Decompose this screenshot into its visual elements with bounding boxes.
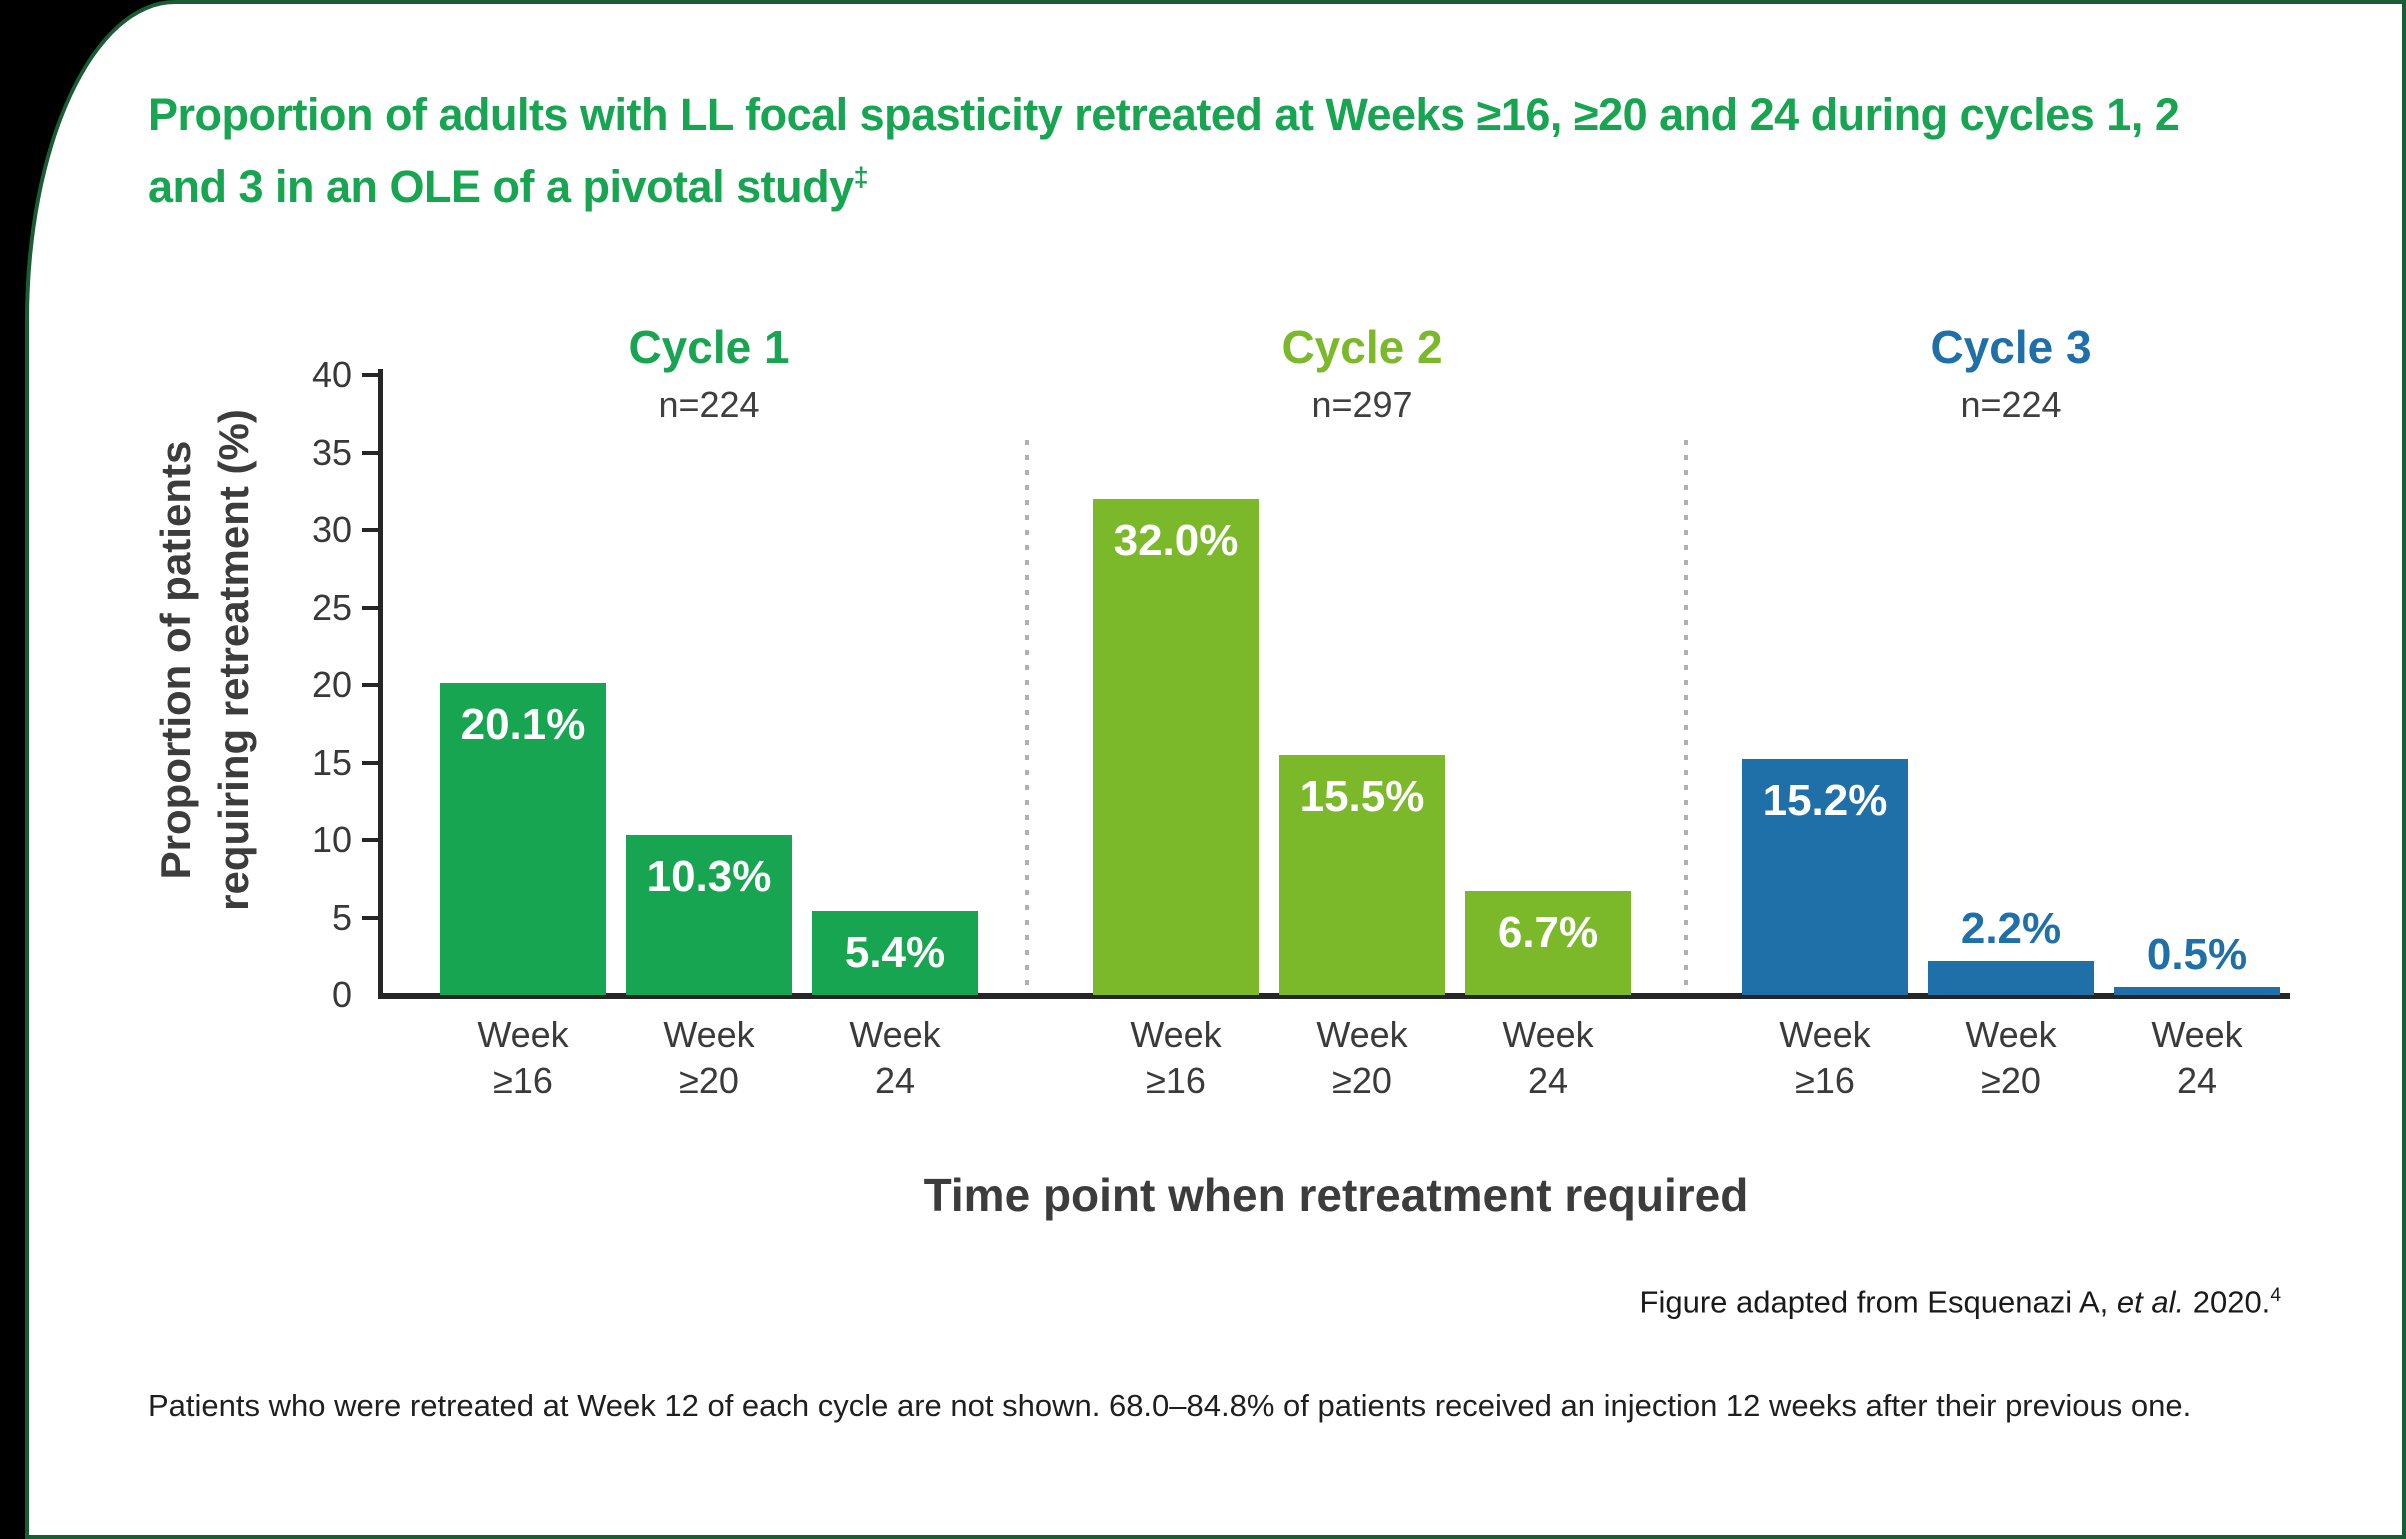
cycle-separator-2 — [1684, 440, 1688, 995]
cycle-n-2: n=297 — [1311, 384, 1413, 425]
y-tick — [362, 838, 378, 842]
figure-credit: Figure adapted from Esquenazi A, et al. … — [1640, 1276, 2281, 1322]
cycle-separator-1 — [1025, 440, 1029, 995]
bar-value-label: 6.7% — [1497, 908, 1599, 957]
x-category-label: Week ≥16 — [1130, 1014, 1222, 1101]
cycle-header-2: Cycle 2 — [1281, 321, 1443, 373]
x-category-label: Week ≥16 — [477, 1014, 569, 1101]
bar-cycle3-Week≥16 — [1742, 759, 1908, 995]
bar-cycle3-Week≥20 — [1928, 961, 2094, 995]
bar-cycle3-Week24 — [2114, 987, 2280, 995]
cycle-n-3: n=224 — [1960, 384, 2062, 425]
credit-italic: et al. — [2116, 1284, 2185, 1320]
bar-value-label: 15.2% — [1762, 776, 1888, 825]
bar-cycle2-Week≥16 — [1093, 499, 1259, 995]
y-tick — [362, 373, 378, 377]
y-tick-label: 5 — [331, 896, 352, 938]
x-category-label: Week 24 — [849, 1014, 941, 1101]
footnote: Patients who were retreated at Week 12 o… — [148, 1388, 2192, 1423]
title-superscript: ‡ — [853, 162, 869, 192]
y-axis-line — [378, 369, 383, 999]
bar-value-label: 15.5% — [1299, 772, 1425, 821]
bar-value-label: 10.3% — [646, 852, 772, 901]
bar-value-label: 0.5% — [2146, 930, 2248, 979]
y-tick-label: 25 — [311, 586, 352, 628]
bar-value-label: 32.0% — [1113, 516, 1239, 565]
bar-cycle1-Week≥16 — [440, 683, 606, 995]
y-tick-label: 0 — [331, 974, 352, 1015]
y-tick — [362, 915, 378, 920]
credit-superscript: 4 — [2270, 1285, 2281, 1306]
cycle-header-3: Cycle 3 — [1930, 321, 2092, 373]
x-category-label: Week 24 — [1502, 1014, 1594, 1101]
bar-value-label: 5.4% — [844, 928, 946, 977]
y-tick — [362, 683, 378, 687]
figure-title-line2-text: and 3 in an OLE of a pivotal study — [148, 161, 854, 212]
x-category-label: Week 24 — [2151, 1014, 2243, 1101]
bar-value-label: 20.1% — [460, 700, 586, 749]
y-tick-label: 20 — [311, 664, 352, 705]
y-tick-label: 30 — [311, 509, 352, 550]
y-tick — [362, 605, 378, 610]
bar-value-label: 2.2% — [1960, 904, 2062, 953]
x-axis-title: Time point when retreatment required — [923, 1169, 1749, 1221]
x-category-label: Week ≥20 — [663, 1014, 755, 1101]
figure-title-line1: Proportion of adults with LL focal spast… — [148, 89, 2180, 140]
y-tick-label: 10 — [311, 819, 352, 860]
bar-cycle1-Week24 — [812, 911, 978, 995]
bar-cycle2-Week24 — [1465, 891, 1631, 995]
bar-cycle2-Week≥20 — [1279, 755, 1445, 995]
credit-suffix: 2020. — [2184, 1284, 2271, 1320]
figure-title: Proportion of adults with LL focal spast… — [148, 84, 2180, 218]
credit-prefix: Figure adapted from Esquenazi A, — [1639, 1284, 2117, 1320]
y-axis-title-line1: Proportion of patients — [152, 440, 199, 880]
y-tick-label: 35 — [311, 431, 352, 473]
bar-cycle1-Week≥20 — [626, 835, 792, 995]
y-tick — [362, 450, 378, 455]
y-tick-label: 15 — [311, 741, 352, 783]
y-tick — [362, 528, 378, 532]
x-axis-line — [378, 993, 2290, 999]
x-category-label: Week ≥16 — [1779, 1014, 1871, 1101]
figure-title-line2: and 3 in an OLE of a pivotal study‡ — [148, 146, 2179, 218]
x-category-label: Week ≥20 — [1316, 1014, 1408, 1101]
cycle-header-1: Cycle 1 — [628, 321, 790, 373]
y-tick — [362, 760, 378, 765]
cycle-n-1: n=224 — [658, 384, 760, 425]
y-tick-label: 40 — [311, 354, 352, 395]
x-category-label: Week ≥20 — [1965, 1014, 2057, 1101]
